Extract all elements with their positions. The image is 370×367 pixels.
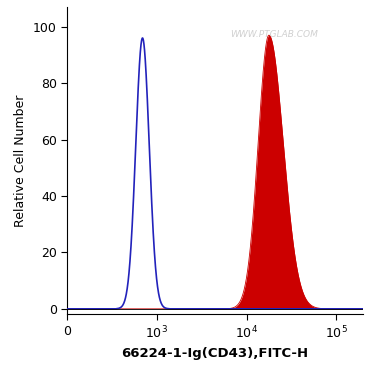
- Y-axis label: Relative Cell Number: Relative Cell Number: [14, 95, 27, 227]
- X-axis label: 66224-1-Ig(CD43),FITC-H: 66224-1-Ig(CD43),FITC-H: [122, 347, 309, 360]
- Text: WWW.PTGLAB.COM: WWW.PTGLAB.COM: [231, 30, 318, 39]
